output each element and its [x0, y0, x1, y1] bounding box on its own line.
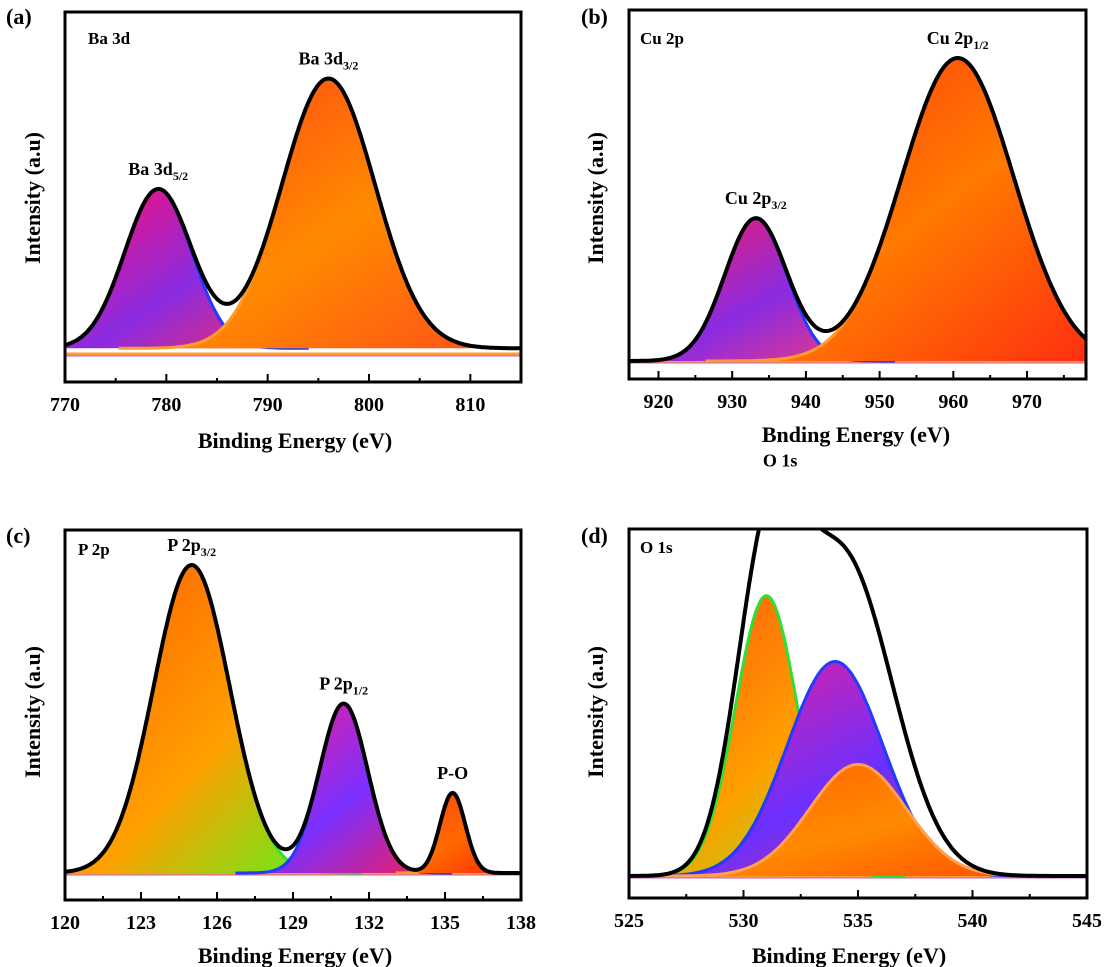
- peak-label-main: P 2p: [167, 535, 201, 555]
- peak-label-main: Ba 3d: [128, 159, 173, 179]
- x-tick-label: 920: [643, 391, 673, 413]
- x-tick-label: 123: [126, 912, 156, 934]
- peak-label-sub: 1/2: [973, 38, 988, 52]
- x-tick-label: 930: [717, 391, 747, 413]
- panel-a-x-axis-label: Binding Energy (eV): [198, 428, 392, 453]
- x-tick-label: 120: [50, 912, 80, 934]
- x-tick-label: 950: [865, 391, 895, 413]
- x-tick-label: 525: [614, 910, 644, 932]
- x-tick-label: 530: [729, 910, 759, 932]
- peak-label-sub: 5/2: [173, 169, 188, 183]
- x-tick-label: 540: [958, 910, 988, 932]
- peak-label-2: Cu 2p1/2: [927, 28, 989, 52]
- panel-c: (c) P 2p Binding Energy (eV) Intensity (…: [6, 523, 536, 967]
- panel-a-inset-label: Ba 3d: [88, 29, 131, 48]
- peak-area-1: [65, 189, 309, 349]
- panel-d-y-axis-label: Intensity (a.u): [583, 646, 608, 778]
- panel-b-x-axis-label: Bnding Energy (eV): [762, 422, 950, 447]
- panel-b-letter: (b): [581, 4, 608, 29]
- peak-label-1: Ba 3d5/2: [128, 159, 188, 183]
- peak-area-3: [395, 792, 510, 873]
- peak-label-main: Cu 2p: [927, 28, 974, 48]
- peak-label: O 1s: [763, 450, 798, 470]
- peak-area-1: [629, 595, 906, 876]
- x-tick-label: 770: [50, 394, 80, 416]
- peak-label-sub: 3/2: [201, 545, 216, 559]
- panel-a: (a) Ba 3d Binding Energy (eV) Intensity …: [6, 4, 523, 453]
- panel-d-x-axis-label: Binding Energy (eV): [752, 943, 946, 967]
- panel-b-inset-label: Cu 2p: [640, 29, 684, 48]
- panel-d: (d) O 1s Binding Energy (eV) Intensity (…: [581, 450, 1102, 967]
- x-tick-label: 132: [354, 912, 384, 934]
- panel-b-y-axis-label: Intensity (a.u): [583, 132, 608, 264]
- panel-d-inset-label: O 1s: [640, 538, 673, 557]
- panel-a-letter: (a): [6, 4, 32, 29]
- x-tick-label: 129: [278, 912, 308, 934]
- x-tick-label: 135: [430, 912, 460, 934]
- envelope-curve: [629, 529, 1087, 878]
- panel-a-y-axis-label: Intensity (a.u): [20, 132, 45, 264]
- panel-d-letter: (d): [581, 523, 608, 548]
- panel-c-x-axis-label: Binding Energy (eV): [198, 943, 392, 967]
- peak-label-sub: 3/2: [771, 198, 786, 212]
- plot-frame: [63, 10, 523, 384]
- peak-label-main: P-O: [437, 763, 468, 783]
- peak-label-3: P-O: [437, 763, 468, 783]
- panel-c-y-axis-label: Intensity (a.u): [20, 646, 45, 778]
- peak-label-2: Ba 3d3/2: [299, 49, 359, 73]
- peak-area-1: [629, 218, 896, 361]
- peak-label-2: P 2p1/2: [319, 673, 368, 697]
- x-tick-label: 138: [506, 912, 536, 934]
- peak-label-1: P 2p3/2: [167, 535, 216, 559]
- peak-area-1: [65, 565, 363, 873]
- peak-label-sub: 3/2: [343, 59, 358, 73]
- envelope-curve: [65, 563, 521, 875]
- envelope-curve: [65, 76, 521, 351]
- x-tick-label: 970: [1012, 391, 1042, 413]
- x-tick-label: 800: [354, 394, 384, 416]
- x-tick-label: 960: [938, 391, 968, 413]
- peak-label-main: Ba 3d: [299, 49, 344, 69]
- peak-label-1: Cu 2p3/2: [725, 188, 787, 212]
- peak-area-2: [118, 78, 521, 349]
- x-tick-label: 810: [455, 394, 485, 416]
- envelope-curve: [629, 56, 1086, 363]
- peak-area-2: [235, 703, 452, 873]
- x-tick-label: 940: [791, 391, 821, 413]
- peak-area-2: [705, 58, 1086, 361]
- peak-label-sub: 1/2: [353, 683, 368, 697]
- peak-area-3: [641, 764, 1075, 876]
- x-tick-label: 126: [202, 912, 232, 934]
- peak-area-2: [629, 661, 1052, 876]
- panel-c-inset-label: P 2p: [78, 540, 110, 559]
- x-tick-label: 545: [1072, 910, 1102, 932]
- x-tick-label: 780: [151, 394, 181, 416]
- panel-b: (b) Cu 2p Bnding Energy (eV) Intensity (…: [581, 4, 1088, 447]
- panel-d-plot: 525 530 535 540 545 O 1s: [614, 450, 1102, 932]
- x-tick-label: 535: [843, 910, 873, 932]
- panel-c-letter: (c): [6, 523, 30, 548]
- plot-frame: [627, 8, 1088, 381]
- peak-label-main: P 2p: [319, 673, 353, 693]
- x-tick-label: 790: [253, 394, 283, 416]
- peak-label-main: Cu 2p: [725, 188, 772, 208]
